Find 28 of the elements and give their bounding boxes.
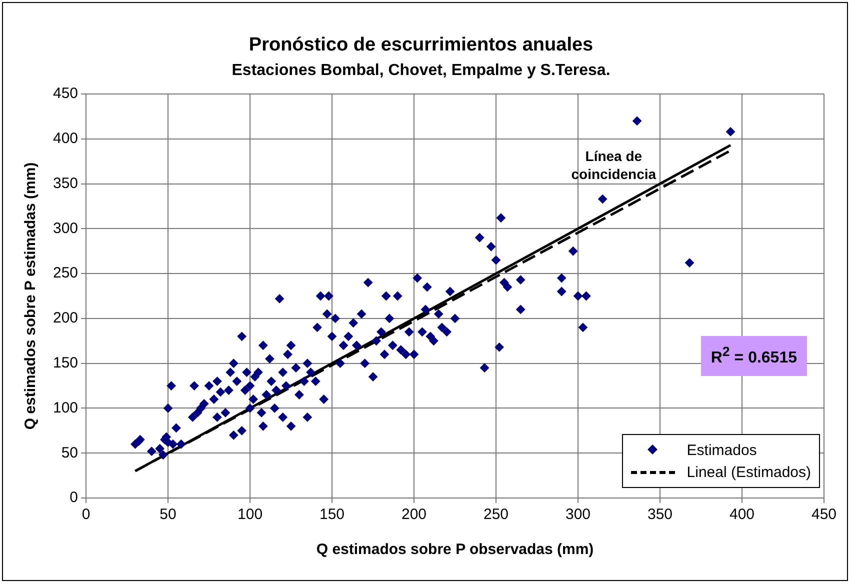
legend-label: Lineal (Estimados) xyxy=(686,464,811,480)
y-axis-title: Q estimados sobre P estimadas (mm) xyxy=(22,162,40,430)
x-tick-label: 100 xyxy=(238,506,263,524)
x-tick-label: 300 xyxy=(565,506,591,524)
chart-title: Pronóstico de escurrimientos anuales xyxy=(248,34,594,56)
y-tick-label: 150 xyxy=(52,354,78,372)
x-axis-title: Q estimados sobre P observadas (mm) xyxy=(316,541,594,558)
x-tick-label: 450 xyxy=(811,506,837,524)
y-tick-label: 250 xyxy=(52,264,78,282)
x-tick-label: 400 xyxy=(729,506,755,524)
y-tick-label: 0 xyxy=(70,489,78,506)
annotation: Línea de coincidencia xyxy=(570,146,658,183)
y-tick-label: 300 xyxy=(52,220,78,237)
y-tick-label: 100 xyxy=(52,399,78,416)
x-tick-label: 250 xyxy=(483,506,509,524)
chart-subtitle: Estaciones Bombal, Chovet, Empalme y S.Teresa. xyxy=(232,62,610,79)
x-tick-label: 50 xyxy=(160,506,176,524)
legend-label: Estimados xyxy=(686,442,757,458)
x-tick-label: 350 xyxy=(647,506,673,524)
y-tick-label: 350 xyxy=(52,174,78,192)
annotation: R$^{2}$ = 0.6515 xyxy=(700,336,807,376)
y-tick-label: 50 xyxy=(61,444,78,462)
y-tick-label: 400 xyxy=(52,130,78,148)
y-tick-label: 450 xyxy=(52,85,78,102)
x-tick-label: 0 xyxy=(82,506,90,524)
x-tick-label: 150 xyxy=(320,506,345,524)
x-tick-label: 200 xyxy=(402,506,427,524)
y-tick-label: 200 xyxy=(52,310,78,327)
